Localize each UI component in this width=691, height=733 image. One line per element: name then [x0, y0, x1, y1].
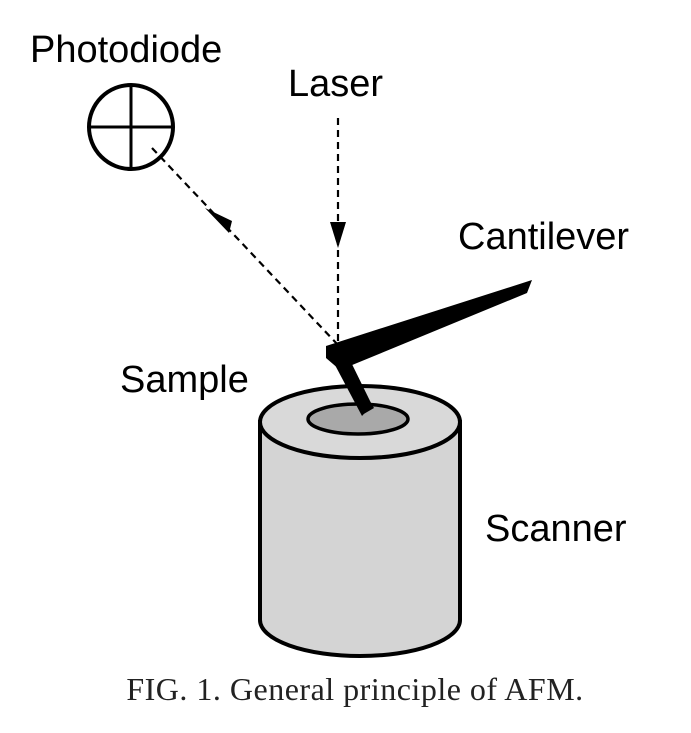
reflected-laser-beam: [151, 147, 339, 346]
photodiode-label: Photodiode: [30, 29, 222, 71]
incident-beam-arrow: [330, 222, 346, 248]
figure-caption: FIG. 1. General principle of AFM.: [126, 671, 583, 707]
cantilever-label: Cantilever: [458, 216, 629, 258]
sample-disk: [306, 402, 410, 436]
cantilever-probe: [326, 280, 532, 416]
photodiode-icon: [87, 83, 175, 171]
sample-label: Sample: [120, 359, 249, 401]
reflected-beam-arrow: [205, 208, 232, 233]
laser-label: Laser: [288, 63, 383, 105]
scanner-label: Scanner: [485, 508, 627, 550]
